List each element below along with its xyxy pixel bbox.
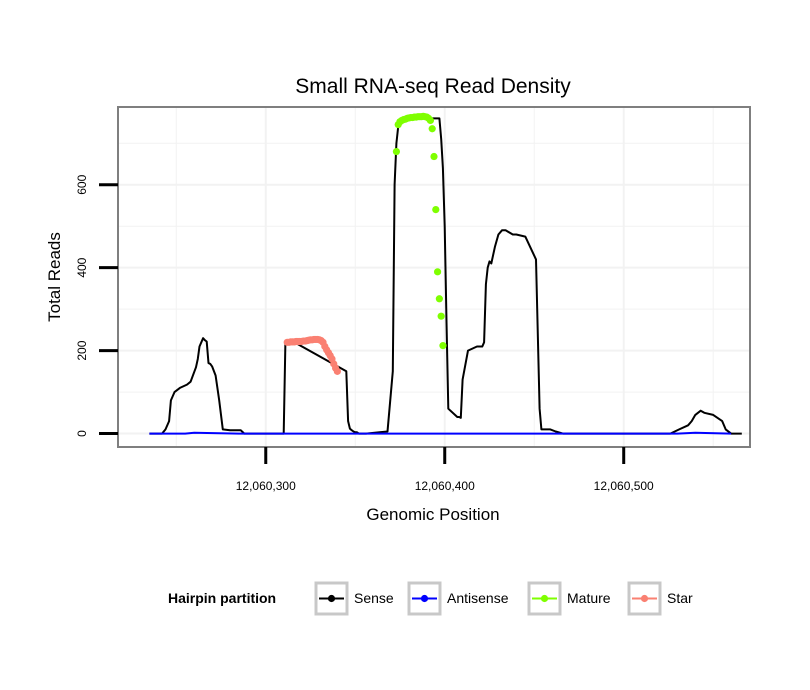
y-tick-label: 200 xyxy=(75,340,89,360)
data-point-mature xyxy=(432,206,440,214)
y-tick-label: 400 xyxy=(75,257,89,277)
legend-label-star: Star xyxy=(667,590,693,606)
data-point-mature xyxy=(392,147,401,156)
data-point-mature xyxy=(426,116,435,125)
axes-layer: 12,060,300 12,060,400 12,060,500 0 200 400 600 xyxy=(75,174,654,493)
data-point-mature xyxy=(433,268,442,276)
legend-label-antisense: Antisense xyxy=(447,590,509,606)
plot-panel xyxy=(117,106,751,448)
y-tick-label: 600 xyxy=(75,174,89,194)
legend-key-dot-sense xyxy=(327,594,336,603)
series-line-antisense xyxy=(149,431,732,435)
legend-title: Hairpin partition xyxy=(168,590,276,606)
legend-key-dot-antisense xyxy=(420,594,429,603)
y-axis-title: Total Reads xyxy=(45,232,64,322)
x-axis-title: Genomic Position xyxy=(366,505,499,524)
y-tick-label: 0 xyxy=(75,430,89,437)
data-point-mature xyxy=(435,295,443,303)
data-point-star xyxy=(333,367,341,375)
legend-key-dot-star xyxy=(640,594,649,603)
x-tick-label: 12,060,500 xyxy=(594,479,654,493)
legend: Hairpin partition Sense Antisense Mature St… xyxy=(168,581,693,616)
chart-title: Small RNA-seq Read Density xyxy=(295,75,571,98)
data-point-mature xyxy=(428,125,436,133)
data-point-mature xyxy=(430,152,438,161)
legend-label-sense: Sense xyxy=(354,590,394,606)
x-tick-label: 12,060,300 xyxy=(236,479,296,493)
data-point-mature xyxy=(437,312,445,320)
data-point-mature xyxy=(439,342,447,350)
series-layer xyxy=(149,112,742,435)
legend-key-dot-mature xyxy=(540,594,549,603)
x-tick-label: 12,060,400 xyxy=(415,479,475,493)
legend-label-mature: Mature xyxy=(567,590,611,606)
